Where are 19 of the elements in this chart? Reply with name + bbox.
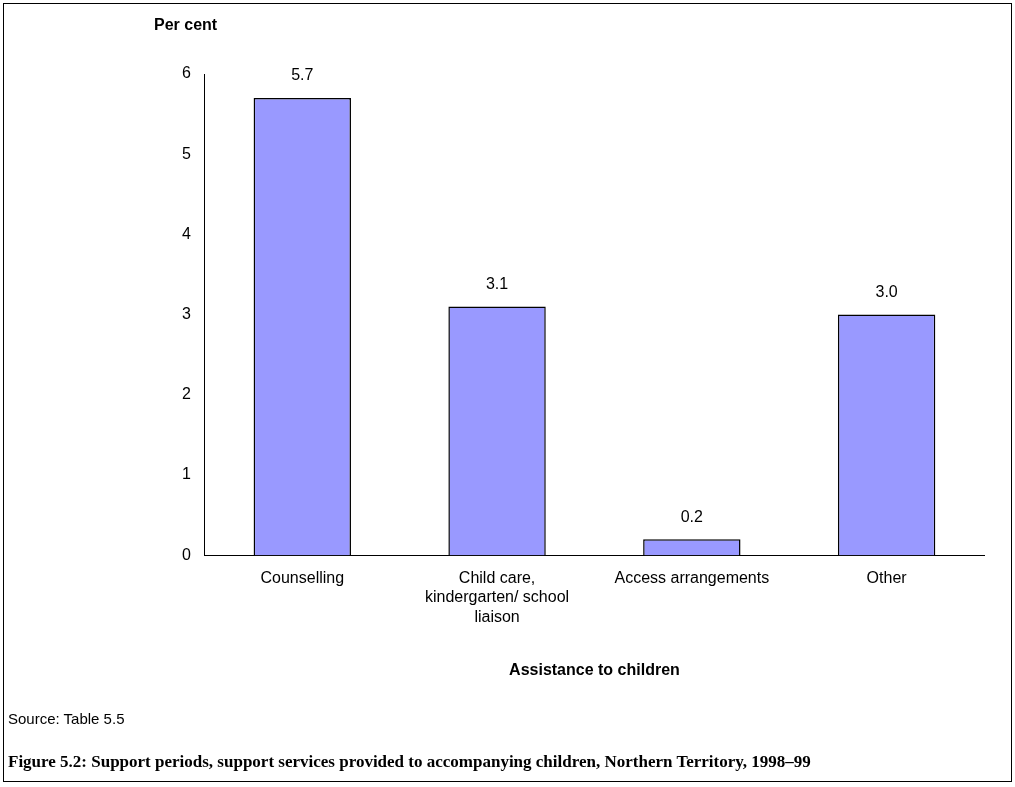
y-tick-label: 4 [181,224,191,242]
data-label: 0.2 [680,507,704,525]
y-tick-label: 1 [181,465,191,483]
y-axis-title: Per cent [154,16,218,34]
x-axis-title: Assistance to children [509,660,680,678]
x-tick-label: Counselling [260,569,345,587]
y-tick-label: 0 [181,545,191,563]
data-label: 3.0 [875,283,898,301]
x-tick-label: Access arrangements [614,569,770,587]
y-tick-label: 3 [181,305,191,323]
x-tick-label: Other [866,569,908,587]
data-label: 5.7 [291,66,314,84]
y-tick-label: 5 [181,144,191,162]
text: Figure 5.2: Support periods, support services provided to accompanying children, Northern Territory, 1998–99 [8,752,812,772]
source-note: Source: Table 5.5 [8,710,125,727]
y-tick-label: 2 [181,385,191,403]
y-tick-label: 6 [181,64,191,82]
data-label: 3.1 [485,274,509,292]
x-tick-label: Child care, kindergarten/ school liaison [425,569,570,625]
